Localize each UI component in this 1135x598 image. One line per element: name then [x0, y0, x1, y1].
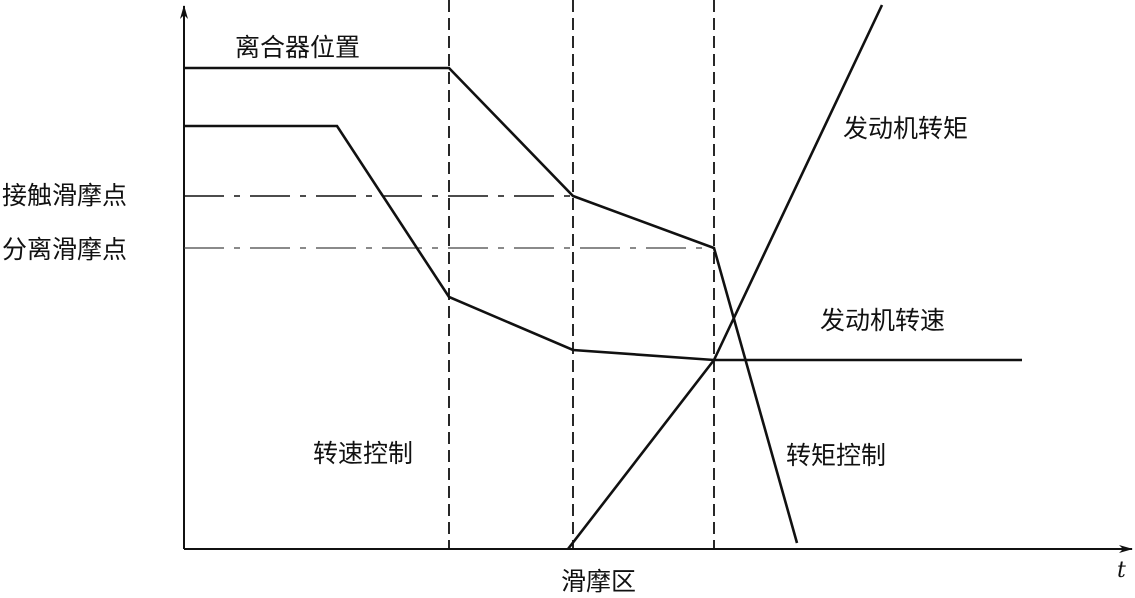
torque-control-label: 转矩控制 — [786, 441, 887, 470]
clutch-position-curve — [184, 66, 799, 544]
engine-torque-curve — [566, 4, 884, 550]
separation-slip-point-label: 分离滑摩点 — [2, 235, 128, 264]
time-axis-label: t — [1117, 558, 1126, 583]
engine-torque-label: 发动机转矩 — [843, 114, 969, 143]
speed-control-label: 转速控制 — [313, 439, 414, 468]
engine-speed-label: 发动机转速 — [820, 306, 946, 335]
slip-zone-label: 滑摩区 — [561, 567, 637, 596]
clutch-position-label: 离合器位置 — [235, 33, 361, 62]
engine-speed-curve — [184, 124, 1022, 362]
contact-slip-point-label: 接触滑摩点 — [2, 181, 128, 210]
